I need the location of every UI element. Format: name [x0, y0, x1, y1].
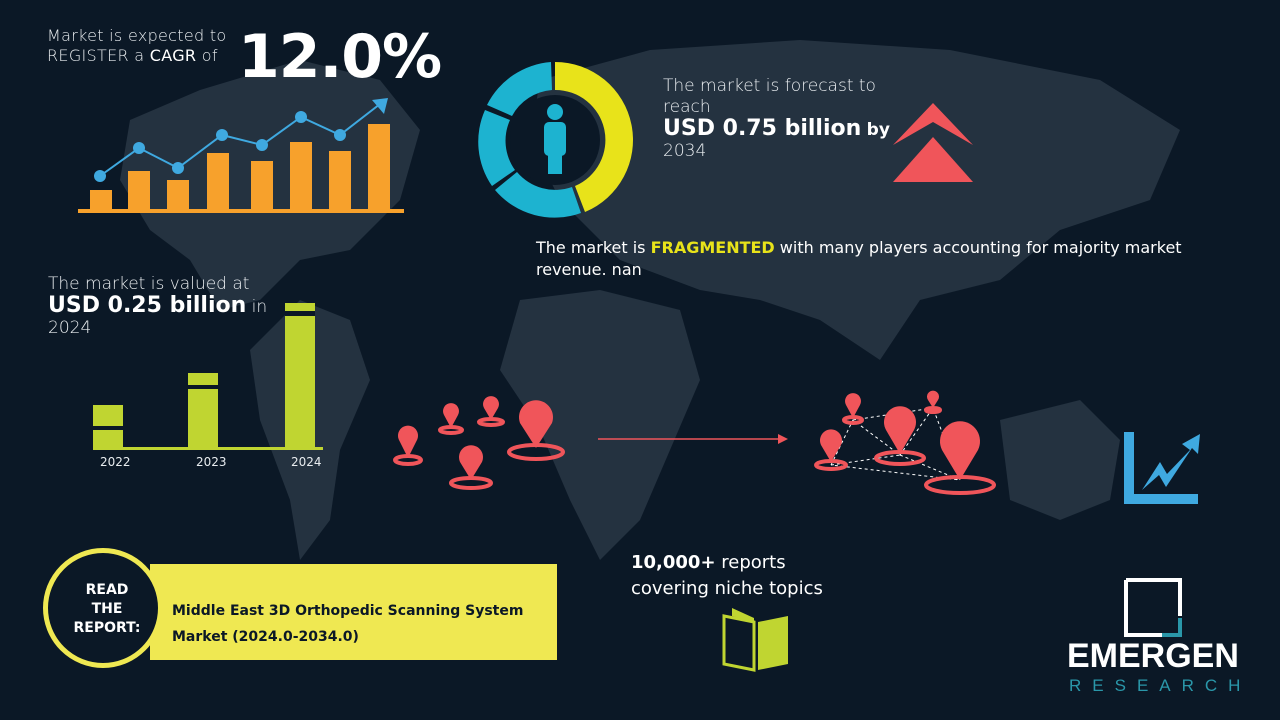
- growth-bar: [207, 153, 229, 210]
- growth-bar: [128, 171, 150, 210]
- valued-in: in: [251, 297, 268, 317]
- report-banner[interactable]: [150, 564, 557, 660]
- growth-bar: [368, 124, 390, 210]
- valued-line1: The market is valued at: [48, 274, 250, 294]
- read-report-label: READ THE REPORT:: [43, 581, 171, 638]
- year-label-2023: 2023: [196, 455, 227, 469]
- report-title-link[interactable]: Middle East 3D Orthopedic Scanning Syste…: [172, 598, 523, 650]
- forecast-value: USD 0.75 billion: [663, 116, 862, 141]
- market-value-bars: [93, 303, 323, 450]
- read-report-circle[interactable]: [43, 548, 163, 668]
- cagr-label: Market is expected to REGISTER a CAGR of: [47, 26, 227, 66]
- growth-bar: [90, 190, 112, 210]
- valued-year: 2024: [48, 318, 92, 338]
- forecast-label: The market is forecast to reach USD 0.75…: [663, 76, 903, 162]
- bar-2024: [285, 303, 315, 450]
- double-chevron-up-icon: [893, 103, 973, 182]
- read-line: READ: [85, 582, 129, 598]
- open-book-icon: [722, 608, 788, 672]
- growth-bar: [329, 151, 351, 210]
- forecast-by: by: [866, 120, 890, 140]
- read-line: THE: [91, 601, 123, 617]
- bar-2023: [188, 373, 218, 450]
- fragmented-highlight: FRAGMENTED: [650, 238, 775, 257]
- year-label-2024: 2024: [291, 455, 322, 469]
- fragmented-pre: The market is: [536, 238, 651, 257]
- network-pins-icon: [814, 390, 996, 495]
- valued-label: The market is valued at USD 0.25 billion…: [48, 274, 267, 339]
- forecast-year: 2034: [663, 141, 707, 161]
- growth-chart-icon: [78, 98, 404, 213]
- cagr-line1: Market is expected to: [47, 26, 227, 45]
- logo-wordmark: EMERGEN: [1067, 637, 1239, 675]
- report-title-line1: Middle East 3D Orthopedic Scanning Syste…: [172, 603, 524, 619]
- emergen-logo-mark: [1124, 578, 1182, 637]
- reports-text: 10,000+ reports covering niche topics: [631, 550, 823, 602]
- valued-value: USD 0.25 billion: [48, 293, 247, 318]
- cagr-value: 12.0%: [238, 22, 442, 92]
- growth-bar: [290, 142, 312, 210]
- reports-line2: covering niche topics: [631, 578, 823, 599]
- location-pin-icon: [393, 396, 565, 490]
- read-line: REPORT:: [73, 620, 141, 636]
- fragmented-post: with many players accounting for majorit…: [536, 238, 1182, 279]
- cagr-bold: CAGR: [149, 46, 197, 65]
- fragmented-text: The market is FRAGMENTED with many playe…: [536, 237, 1226, 281]
- logo-subtitle: RESEARCH: [1069, 676, 1252, 695]
- arrow-right: [598, 434, 788, 444]
- reports-count: 10,000+: [631, 552, 716, 573]
- growth-bar: [167, 180, 189, 210]
- trend-chart-icon: [1124, 432, 1200, 504]
- cagr-line2-post: of: [196, 46, 218, 65]
- growth-bar: [251, 161, 273, 210]
- cagr-line2-pre: REGISTER a: [47, 46, 150, 65]
- forecast-line1: The market is forecast to reach: [663, 76, 876, 117]
- donut-person-icon: [478, 62, 633, 218]
- year-label-2022: 2022: [100, 455, 131, 469]
- reports-line1: reports: [715, 552, 786, 573]
- report-title-line2: Market (2024.0-2034.0): [172, 629, 359, 645]
